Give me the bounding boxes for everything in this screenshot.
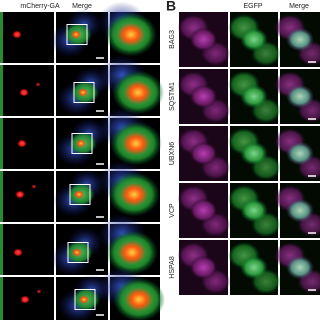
cell-blob — [71, 30, 81, 39]
inset-box — [67, 242, 89, 263]
micrograph-edge — [0, 277, 3, 320]
cell-blob — [17, 139, 27, 148]
column-header: mCherry-GA — [20, 3, 60, 10]
cell-blob — [19, 88, 29, 97]
cell-blob — [240, 198, 268, 223]
cell-blob — [117, 22, 145, 47]
cell-blob — [240, 255, 268, 280]
micrograph-edge — [0, 65, 3, 116]
inset-box — [71, 133, 93, 154]
row-label: SQSTM1 — [169, 82, 176, 111]
cell-blob — [13, 248, 23, 257]
inset-box — [66, 24, 88, 45]
cell-blob — [79, 295, 89, 304]
panel-label: B — [166, 0, 176, 14]
cell-blob — [36, 289, 42, 294]
cell-blob — [125, 287, 153, 312]
cell-blob — [20, 295, 30, 304]
column-header: Merge — [72, 3, 92, 10]
cell-blob — [118, 240, 146, 265]
cell-blob — [286, 84, 314, 109]
cell-blob — [189, 84, 218, 109]
row-label: HSPA8 — [169, 256, 176, 279]
cell-blob — [189, 255, 218, 280]
inset-box — [69, 184, 91, 205]
inset-box — [74, 289, 96, 310]
cell-blob — [240, 27, 268, 52]
cell-blob — [286, 27, 314, 52]
micrograph-edge — [0, 171, 3, 222]
micrograph — [0, 171, 54, 222]
inset-box — [73, 82, 95, 103]
cell-blob — [286, 141, 314, 166]
cell-blob — [189, 141, 218, 166]
cell-blob — [72, 248, 82, 257]
micrograph — [0, 12, 54, 63]
cell-blob — [15, 190, 25, 199]
cell-blob — [74, 190, 84, 199]
cell-blob — [122, 131, 150, 156]
cell-blob — [12, 30, 22, 39]
micrograph — [0, 224, 54, 275]
cell-blob — [240, 141, 268, 166]
cell-blob — [78, 88, 88, 97]
cell-blob — [31, 184, 37, 189]
column-header: Merge — [289, 3, 309, 10]
row-label: UBXN6 — [169, 142, 176, 165]
cell-blob — [189, 198, 218, 223]
cell-blob — [286, 255, 314, 280]
cell-blob — [286, 198, 314, 223]
micrograph-edge — [0, 118, 3, 169]
row-label: BAG3 — [169, 30, 176, 49]
column-header: EGFP — [243, 3, 262, 10]
micrograph-edge — [0, 224, 3, 275]
cell-blob — [240, 84, 268, 109]
cell-blob — [76, 139, 86, 148]
row-label: VCP — [169, 203, 176, 218]
cell-blob — [124, 80, 152, 105]
cell-blob — [35, 82, 41, 87]
cell-blob — [120, 182, 148, 207]
cell-blob — [189, 27, 218, 52]
micrograph-edge — [0, 12, 3, 63]
